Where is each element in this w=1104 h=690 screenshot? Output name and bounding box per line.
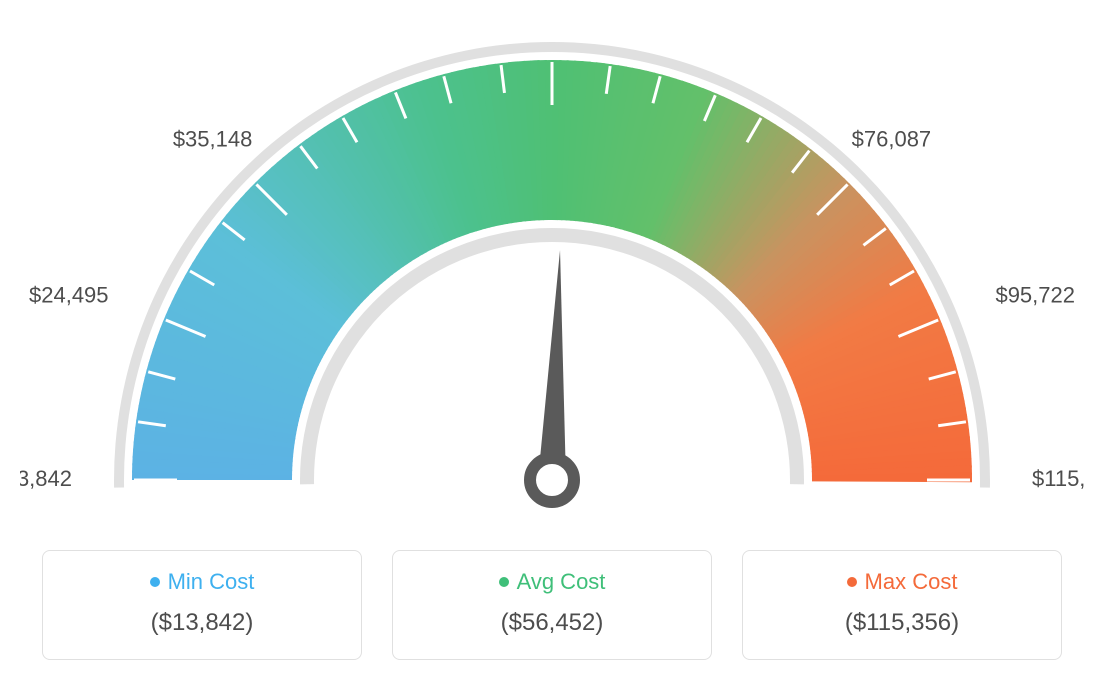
gauge-tick-label: $115,356 xyxy=(1032,466,1084,491)
gauge-tick-label: $24,495 xyxy=(29,282,109,307)
legend-label: Max Cost xyxy=(755,569,1049,595)
legend-value: ($13,842) xyxy=(55,609,349,637)
legend-card-1: Avg Cost ($56,452) xyxy=(392,550,712,660)
gauge-tick-label: $13,842 xyxy=(20,466,72,491)
legend-row: Min Cost ($13,842) Avg Cost ($56,452) Max Co… xyxy=(20,550,1084,660)
legend-label-text: Min Cost xyxy=(168,569,255,595)
legend-dot-icon xyxy=(150,577,160,587)
gauge-svg: $13,842$24,495$35,148$56,452$76,087$95,7… xyxy=(20,20,1084,520)
legend-card-2: Max Cost ($115,356) xyxy=(742,550,1062,660)
legend-label: Min Cost xyxy=(55,569,349,595)
legend-dot-icon xyxy=(499,577,509,587)
gauge-tick-label: $35,148 xyxy=(173,127,253,152)
legend-label-text: Max Cost xyxy=(865,569,958,595)
gauge-tick-label: $95,722 xyxy=(995,282,1075,307)
legend-label-text: Avg Cost xyxy=(517,569,606,595)
legend-dot-icon xyxy=(847,577,857,587)
gauge-needle-hub xyxy=(530,458,574,502)
legend-card-0: Min Cost ($13,842) xyxy=(42,550,362,660)
legend-value: ($115,356) xyxy=(755,609,1049,637)
cost-gauge-chart: $13,842$24,495$35,148$56,452$76,087$95,7… xyxy=(20,20,1084,520)
gauge-needle xyxy=(538,250,566,480)
legend-value: ($56,452) xyxy=(405,609,699,637)
legend-label: Avg Cost xyxy=(405,569,699,595)
gauge-tick-label: $76,087 xyxy=(852,127,932,152)
